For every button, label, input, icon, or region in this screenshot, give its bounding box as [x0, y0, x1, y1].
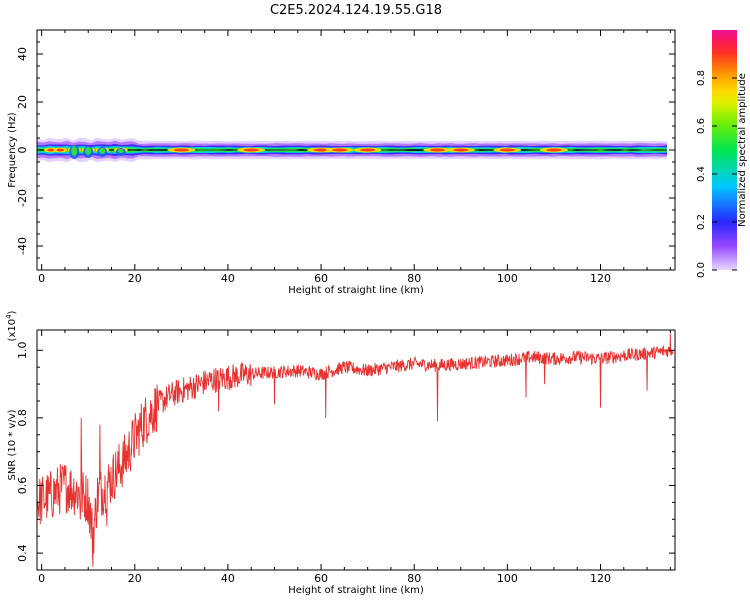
colorbar — [712, 30, 737, 271]
spectrogram-x-tick-label: 0 — [38, 272, 45, 285]
colorbar-tick-label: 0.6 — [696, 118, 707, 134]
spectrogram-y-axis-label: Frequency (Hz) — [7, 112, 18, 188]
snr-series-line — [37, 333, 674, 567]
colorbar-tick-label: 0.4 — [696, 166, 707, 182]
snr-x-tick-label: 80 — [407, 572, 421, 585]
spectrogram-y-tick-label: -40 — [16, 237, 29, 255]
snr-y-tick-label: 1.0 — [16, 342, 29, 360]
spectrogram-y-tick-label: 0 — [16, 147, 29, 154]
snr-plot — [36, 329, 676, 571]
snr-x-axis-label: Height of straight line (km) — [288, 585, 424, 596]
snr-x-tick-label: 20 — [128, 572, 142, 585]
colorbar-tick-label: 0.2 — [696, 214, 707, 230]
colorbar-tick-label: 0.0 — [696, 262, 707, 278]
spectrogram-y-tick-label: -20 — [16, 189, 29, 207]
snr-x-tick-label: 120 — [590, 572, 611, 585]
snr-x-tick-label: 100 — [497, 572, 518, 585]
spectrogram-plot — [36, 29, 676, 271]
spectral-band — [37, 137, 667, 163]
spectrogram-x-tick-label: 100 — [497, 272, 518, 285]
spectrogram-x-tick-label: 120 — [590, 272, 611, 285]
snr-y-tick-label: 0.6 — [16, 477, 29, 495]
snr-y-tick-label: 0.8 — [16, 409, 29, 427]
spectrogram-x-tick-label: 20 — [128, 272, 142, 285]
chart-title: C2E5.2024.124.19.55.G18 — [270, 3, 442, 18]
spectrogram-y-tick-label: 40 — [16, 47, 29, 61]
snr-scale-label: (x104) — [5, 310, 18, 341]
spectrogram-x-tick-label: 40 — [221, 272, 235, 285]
spectrogram-x-tick-label: 80 — [407, 272, 421, 285]
snr-y-tick-label: 0.4 — [16, 544, 29, 562]
spectrogram-x-tick-label: 60 — [314, 272, 328, 285]
snr-x-tick-label: 60 — [314, 572, 328, 585]
colorbar-tick-label: 0.8 — [696, 70, 707, 86]
snr-x-tick-label: 40 — [221, 572, 235, 585]
snr-x-tick-label: 0 — [38, 572, 45, 585]
spectrogram-y-tick-label: 20 — [16, 95, 29, 109]
spectrogram-x-axis-label: Height of straight line (km) — [288, 285, 424, 296]
colorbar-label: Normalized spectral amplitude — [737, 73, 748, 227]
snr-y-axis-label: SNR (10 * v/v) — [7, 409, 18, 480]
